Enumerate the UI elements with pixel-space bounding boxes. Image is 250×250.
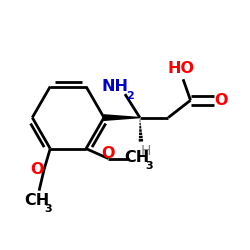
Text: CH: CH xyxy=(24,192,49,208)
Text: H: H xyxy=(140,144,151,158)
Text: O: O xyxy=(214,93,228,108)
Text: O: O xyxy=(30,162,44,177)
Text: 3: 3 xyxy=(44,204,52,214)
Text: 3: 3 xyxy=(145,162,152,172)
Text: NH: NH xyxy=(101,79,128,94)
Text: 2: 2 xyxy=(126,91,134,101)
Text: O: O xyxy=(102,146,115,161)
Text: HO: HO xyxy=(167,61,194,76)
Polygon shape xyxy=(104,115,140,120)
Text: CH: CH xyxy=(124,150,149,165)
